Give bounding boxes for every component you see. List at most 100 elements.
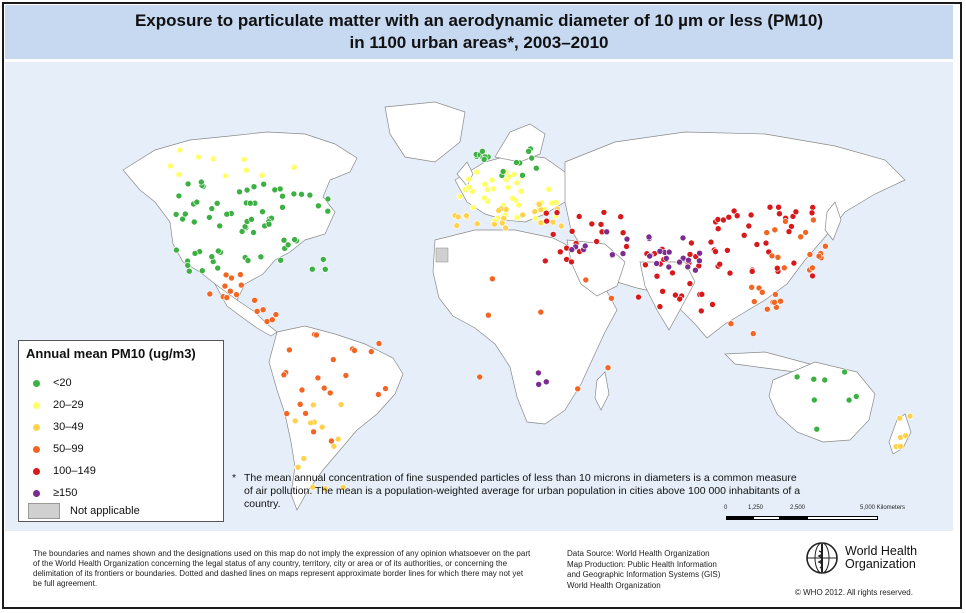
asia-landmass: [564, 131, 906, 339]
city-dot-north-america: [257, 253, 265, 261]
city-dot-china: [740, 232, 748, 239]
city-dot-southeast-asia: [772, 291, 779, 298]
city-dot-africa: [608, 295, 615, 302]
city-dot-europe: [515, 201, 522, 209]
city-dot-europe-north: [532, 164, 540, 172]
city-dot-north-america: [291, 236, 298, 243]
city-dot-north-america: [277, 257, 285, 264]
city-dot-east-asia: [810, 216, 817, 224]
city-dot-europe-south: [535, 201, 543, 208]
city-dot-north-america: [308, 265, 316, 273]
city-dot-north-america: [206, 214, 213, 221]
city-dot-china: [808, 209, 816, 217]
city-dot-middle-east-purple: [619, 250, 627, 257]
city-dot-south-asia: [635, 293, 642, 301]
scale-segment: [726, 516, 753, 520]
city-dot-europe: [513, 179, 521, 187]
source-line: and Geographic Information Systems (GIS): [567, 570, 721, 579]
city-dot-north-america-north: [222, 172, 230, 180]
city-dot-middle-east-purple: [623, 235, 631, 243]
city-dot-africa: [537, 308, 545, 316]
city-dot-north-america: [199, 267, 206, 274]
city-dot-middle-east: [575, 213, 583, 220]
legend-label: <20: [53, 377, 72, 389]
city-dot-mexico: [233, 291, 240, 298]
city-dot-north-america-north: [240, 156, 248, 163]
city-dot-china: [724, 247, 731, 254]
scale-tick-label: 2,500: [790, 505, 806, 511]
scale-tick-label: 1,250: [748, 505, 764, 511]
legend-label: 30–49: [53, 421, 84, 433]
legend-item-not-applicable: Not applicable: [28, 501, 140, 521]
map-title-line-2: in 1100 urban areas*, 2003–2010: [349, 33, 609, 52]
city-dot-africa: [582, 276, 590, 284]
scale-segment: [753, 516, 780, 520]
city-dot-north-america: [284, 241, 292, 249]
city-dot-middle-east: [568, 258, 575, 266]
city-dot-east-asia: [806, 251, 814, 258]
city-dot-south-asia-purple: [685, 256, 692, 264]
city-dot-southeast-asia: [748, 284, 756, 291]
city-dot-china: [748, 268, 756, 275]
city-dot-north-america: [324, 195, 332, 203]
city-dot-southeast-asia: [771, 299, 778, 306]
city-dot-south-america-south: [294, 463, 302, 471]
city-dot-europe: [480, 194, 488, 202]
city-dot-australia: [793, 373, 801, 381]
city-dot-mexico: [221, 282, 229, 290]
city-dot-europe-south: [519, 211, 527, 219]
city-dot-mexico: [227, 287, 234, 295]
disclaimer: The boundaries and names shown and the d…: [33, 549, 531, 588]
city-dot-north-america: [250, 229, 257, 236]
city-dot-south-america: [329, 356, 337, 363]
city-dot-southern-africa: [542, 378, 550, 386]
city-dot-europe-north: [480, 156, 488, 163]
city-dot-china: [762, 239, 770, 247]
city-dot-north-america: [248, 216, 255, 223]
legend-label: 20–29: [53, 399, 84, 411]
city-dot-north-america: [208, 253, 216, 260]
footnote-text: The mean annual concentration of fine su…: [244, 472, 801, 510]
city-dot-new-zealand: [896, 414, 904, 422]
city-dot-southern-africa: [535, 369, 542, 377]
city-dot-china: [720, 216, 727, 224]
city-dot-south-america-south: [321, 485, 329, 493]
city-dot-north-america: [265, 220, 273, 228]
australia-landmass: [768, 361, 876, 443]
city-dot-south-america: [302, 410, 309, 417]
city-dot-china: [753, 241, 761, 248]
city-dot-europe: [469, 204, 477, 211]
city-dot-east-asia: [809, 264, 816, 272]
africa-landmass: [432, 229, 618, 425]
city-dot-south-asia-purple: [692, 266, 699, 274]
city-dot-north-america: [298, 191, 305, 198]
city-dot-south-asia: [659, 288, 666, 295]
city-dot-australia: [845, 396, 853, 404]
city-dot-south-america: [382, 385, 389, 392]
city-dot-north-america-north: [167, 162, 174, 170]
city-dot-africa: [485, 311, 492, 319]
legend-item-100-149: 100–149: [33, 461, 96, 481]
city-dot-north-america: [238, 228, 246, 235]
legend-dot-purple-icon: [33, 489, 40, 497]
city-dot-north-america: [280, 236, 288, 244]
city-dot-china: [790, 259, 798, 267]
city-dot-middle-east: [623, 243, 630, 250]
city-dot-europe-north: [513, 159, 520, 166]
city-dot-north-america: [271, 186, 279, 194]
city-dot-north-america-north: [243, 166, 250, 174]
city-dot-north-america: [191, 218, 198, 226]
city-dot-europe: [504, 184, 512, 191]
city-dot-africa: [476, 373, 484, 381]
city-dot-south-asia: [709, 301, 716, 308]
city-dot-china: [730, 207, 738, 215]
legend-dot-green-icon: [33, 379, 40, 387]
city-dot-east-asia: [774, 254, 782, 261]
city-dot-south-america: [375, 340, 383, 347]
city-dot-middle-east: [597, 221, 605, 228]
city-dot-southern-africa: [535, 381, 543, 388]
city-dot-south-asia: [698, 291, 706, 298]
city-dot-middle-east: [556, 248, 564, 256]
city-dot-north-america: [279, 192, 286, 200]
city-dot-south-asia: [697, 307, 705, 315]
